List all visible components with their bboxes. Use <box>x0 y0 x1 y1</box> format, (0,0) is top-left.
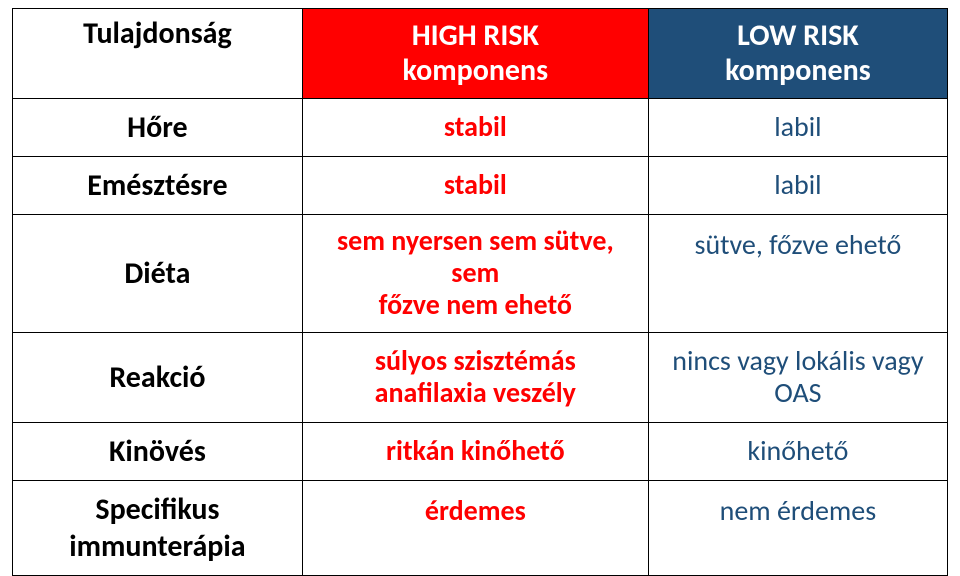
cell-high-reaction: súlyos szisztémás anafilaxia veszély <box>302 332 648 422</box>
table-row: Diéta sem nyersen sem sütve, sem főzve n… <box>13 215 948 333</box>
header-low-risk: LOW RISK komponens <box>648 9 947 99</box>
cell-low-immuno: nem érdemes <box>648 480 947 575</box>
cell-low-reaction-line1: nincs vagy lokális vagy <box>672 343 923 378</box>
row-label-heat: Hőre <box>13 99 303 157</box>
cell-high-outgrow: ritkán kinőhető <box>302 422 648 480</box>
header-high-line2: komponens <box>403 52 549 89</box>
header-high-risk: HIGH RISK komponens <box>302 9 648 99</box>
header-low-line1: LOW RISK <box>737 17 859 54</box>
cell-low-digestion: labil <box>648 157 947 215</box>
row-label-diet: Diéta <box>13 215 303 333</box>
cell-low-reaction: nincs vagy lokális vagy OAS <box>648 332 947 422</box>
cell-high-immuno: érdemes <box>302 480 648 575</box>
table-row: Hőre stabil labil <box>13 99 948 157</box>
cell-high-reaction-line1: súlyos szisztémás <box>375 343 576 378</box>
row-label-outgrow: Kinövés <box>13 422 303 480</box>
row-label-reaction: Reakció <box>13 332 303 422</box>
table-row: Kinövés ritkán kinőhető kinőhető <box>13 422 948 480</box>
row-label-immunotherapy: Specifikus immunterápia <box>13 480 303 575</box>
row-label-immuno-line2: immunterápia <box>69 528 245 565</box>
cell-low-diet: sütve, főzve ehető <box>648 215 947 333</box>
cell-high-reaction-line2: anafilaxia veszély <box>375 375 576 410</box>
table-row: Specifikus immunterápia érdemes nem érde… <box>13 480 948 575</box>
cell-high-diet-line2: főzve nem ehető <box>379 287 572 322</box>
row-label-immuno-line1: Specifikus <box>95 491 219 528</box>
table-row: Emésztésre stabil labil <box>13 157 948 215</box>
cell-low-heat: labil <box>648 99 947 157</box>
table-row: Reakció súlyos szisztémás anafilaxia ves… <box>13 332 948 422</box>
cell-high-heat: stabil <box>302 99 648 157</box>
header-high-line1: HIGH RISK <box>412 17 539 54</box>
header-low-line2: komponens <box>725 52 871 89</box>
cell-low-outgrow: kinőhető <box>648 422 947 480</box>
cell-high-diet: sem nyersen sem sütve, sem főzve nem ehe… <box>302 215 648 333</box>
risk-comparison-table: Tulajdonság HIGH RISK komponens LOW RISK… <box>12 8 948 576</box>
cell-high-digestion: stabil <box>302 157 648 215</box>
cell-high-diet-line1: sem nyersen sem sütve, sem <box>337 223 614 290</box>
table-header-row: Tulajdonság HIGH RISK komponens LOW RISK… <box>13 9 948 99</box>
header-property: Tulajdonság <box>13 9 303 99</box>
row-label-digestion: Emésztésre <box>13 157 303 215</box>
cell-low-reaction-line2: OAS <box>774 375 821 410</box>
